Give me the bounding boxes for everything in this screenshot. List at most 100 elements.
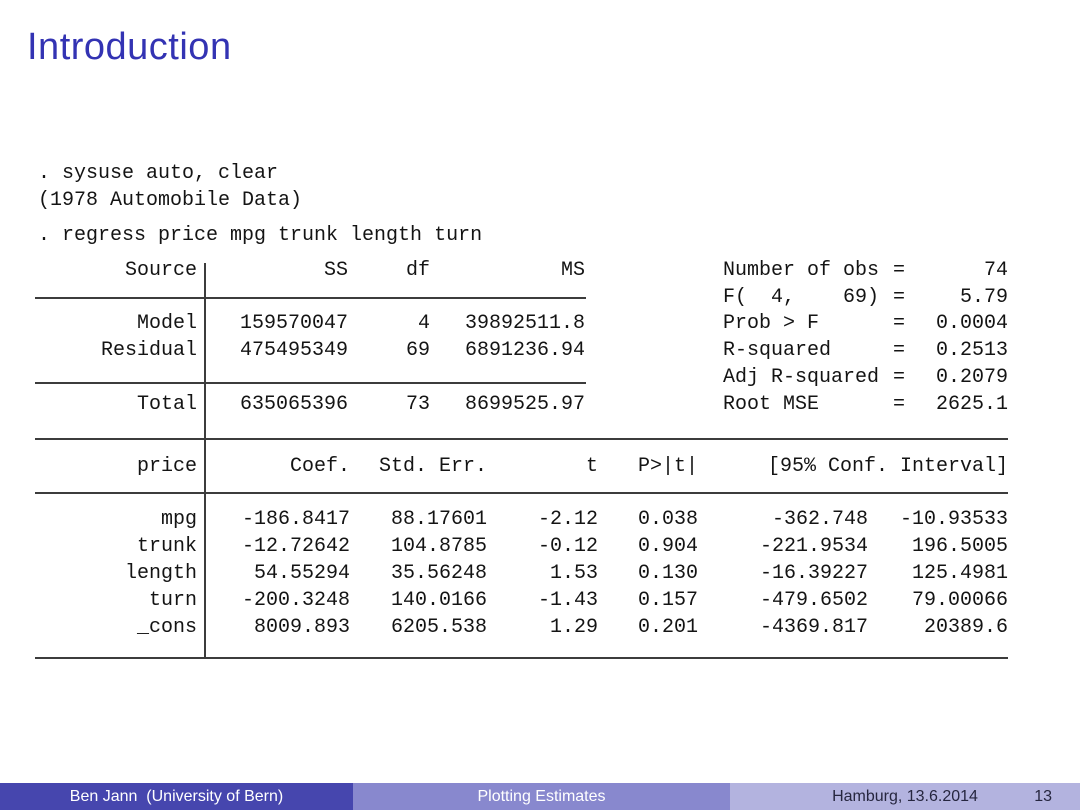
coef-header-stderr: Std. Err. xyxy=(378,455,487,478)
ci-high: -10.93533 xyxy=(899,508,1008,531)
coef-header-depvar: price xyxy=(136,455,197,478)
t-value: 1.29 xyxy=(549,616,598,639)
fit-stat-value: 0.2079 xyxy=(935,366,1008,389)
coef-value: 54.55294 xyxy=(253,562,350,585)
coef-varname: length xyxy=(124,562,197,585)
stata-command-sysuse: . sysuse auto, clear xyxy=(38,162,279,185)
coef-value: -12.72642 xyxy=(241,535,350,558)
coef-varname: mpg xyxy=(160,508,197,531)
stderr-value: 104.8785 xyxy=(390,535,487,558)
slide-title: Introduction xyxy=(27,26,232,68)
anova-header-source: Source xyxy=(124,259,197,282)
ci-low: -479.6502 xyxy=(759,589,868,612)
coef-header-t: t xyxy=(585,455,598,478)
ci-low: -221.9534 xyxy=(759,535,868,558)
ci-low: -4369.817 xyxy=(759,616,868,639)
anova-rule-total xyxy=(35,382,586,384)
ci-high: 125.4981 xyxy=(911,562,1008,585)
coef-header-ci: [95% Conf. Interval] xyxy=(767,455,1008,478)
coef-header-row: price Coef. Std. Err. t P>|t| [95% Conf.… xyxy=(0,453,1080,480)
anova-vertical-rule xyxy=(204,263,206,438)
footer-bar: Ben Jann (University of Bern) Plotting E… xyxy=(0,783,1080,810)
footer-presentation-title: Plotting Estimates xyxy=(353,783,730,810)
fit-stat-equals: = xyxy=(892,286,905,309)
fit-stat-value: 5.79 xyxy=(959,286,1008,309)
stderr-value: 140.0166 xyxy=(390,589,487,612)
anova-total-df: 73 xyxy=(405,393,430,416)
stata-command-regress: . regress price mpg trunk length turn xyxy=(38,224,483,247)
fit-stat-value: 0.2513 xyxy=(935,339,1008,362)
coef-row-mpg: mpg -186.8417 88.17601 -2.12 0.038 -362.… xyxy=(0,506,1080,533)
fit-stat-equals: = xyxy=(892,366,905,389)
fit-stat-value: 2625.1 xyxy=(935,393,1008,416)
anova-residual-row: Residual 475495349 69 6891236.94 R-squar… xyxy=(0,337,1080,364)
stata-command-output: (1978 Automobile Data) xyxy=(38,189,303,212)
ci-low: -16.39227 xyxy=(759,562,868,585)
footer-page-number: 13 xyxy=(1034,787,1052,805)
fit-stat-equals: = xyxy=(892,339,905,362)
anova-model-df: 4 xyxy=(417,312,430,335)
anova-residual-df: 69 xyxy=(405,339,430,362)
t-value: -0.12 xyxy=(537,535,598,558)
coef-row-length: length 54.55294 35.56248 1.53 0.130 -16.… xyxy=(0,560,1080,587)
ci-low: -362.748 xyxy=(771,508,868,531)
coef-rule-top xyxy=(35,438,1008,440)
anova-model-ss: 159570047 xyxy=(239,312,348,335)
anova-row-label: Model xyxy=(136,312,197,335)
coef-row-cons: _cons 8009.893 6205.538 1.29 0.201 -4369… xyxy=(0,614,1080,641)
anova-row-label: Residual xyxy=(100,339,197,362)
coef-varname: trunk xyxy=(136,535,197,558)
p-value: 0.038 xyxy=(637,508,698,531)
anova-total-ms: 8699525.97 xyxy=(464,393,585,416)
anova-rule-top xyxy=(35,297,586,299)
fit-stat-value: 0.0004 xyxy=(935,312,1008,335)
footer-venue-date: Hamburg, 13.6.2014 13 xyxy=(730,783,1080,810)
anova-header-ms: MS xyxy=(560,259,585,282)
anova-header-ss: SS xyxy=(323,259,348,282)
ci-high: 20389.6 xyxy=(923,616,1008,639)
stderr-value: 6205.538 xyxy=(390,616,487,639)
fit-stat-label: Number of obs xyxy=(723,259,880,282)
anova-model-row: Model 159570047 4 39892511.8 Prob > F = … xyxy=(0,310,1080,337)
anova-model-ms: 39892511.8 xyxy=(464,312,585,335)
anova-residual-ms: 6891236.94 xyxy=(464,339,585,362)
ci-high: 79.00066 xyxy=(911,589,1008,612)
fit-stat-row: F( 4, 69) = 5.79 xyxy=(0,284,1080,311)
p-value: 0.130 xyxy=(637,562,698,585)
p-value: 0.201 xyxy=(637,616,698,639)
fit-stat-label: Root MSE xyxy=(723,393,820,416)
coef-row-turn: turn -200.3248 140.0166 -1.43 0.157 -479… xyxy=(0,587,1080,614)
anova-row-label: Total xyxy=(136,393,197,416)
fit-stat-row: Adj R-squared = 0.2079 xyxy=(0,364,1080,391)
fit-stat-equals: = xyxy=(892,259,905,282)
p-value: 0.904 xyxy=(637,535,698,558)
fit-stat-value: 74 xyxy=(983,259,1008,282)
coef-value: -200.3248 xyxy=(241,589,350,612)
coef-value: 8009.893 xyxy=(253,616,350,639)
fit-stat-label: R-squared xyxy=(723,339,832,362)
coef-varname: _cons xyxy=(136,616,197,639)
fit-stat-label: Prob > F xyxy=(723,312,820,335)
anova-residual-ss: 475495349 xyxy=(239,339,348,362)
coef-vertical-rule xyxy=(204,440,206,657)
coef-row-trunk: trunk -12.72642 104.8785 -0.12 0.904 -22… xyxy=(0,533,1080,560)
coef-value: -186.8417 xyxy=(241,508,350,531)
fit-stat-equals: = xyxy=(892,393,905,416)
anova-header-row: Source SS df MS Number of obs = 74 xyxy=(0,257,1080,284)
stderr-value: 35.56248 xyxy=(390,562,487,585)
anova-total-ss: 635065396 xyxy=(239,393,348,416)
ci-high: 196.5005 xyxy=(911,535,1008,558)
fit-stat-label: Adj R-squared xyxy=(723,366,880,389)
t-value: -2.12 xyxy=(537,508,598,531)
footer-author: Ben Jann (University of Bern) xyxy=(0,783,353,810)
coef-rule-header xyxy=(35,492,1008,494)
t-value: -1.43 xyxy=(537,589,598,612)
p-value: 0.157 xyxy=(637,589,698,612)
coef-header-coef: Coef. xyxy=(289,455,350,478)
fit-stat-label: F( 4, 69) xyxy=(723,286,880,309)
coef-header-p: P>|t| xyxy=(637,455,698,478)
t-value: 1.53 xyxy=(549,562,598,585)
coef-varname: turn xyxy=(148,589,197,612)
coef-rule-bottom xyxy=(35,657,1008,659)
